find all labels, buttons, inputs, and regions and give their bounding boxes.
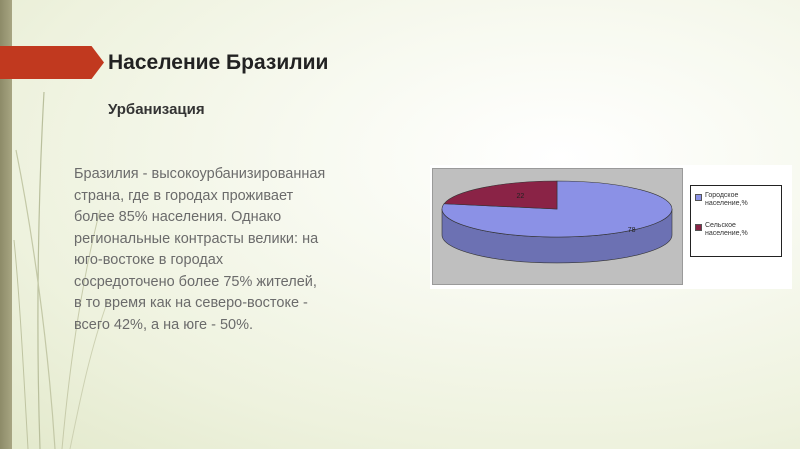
body-line: сосредоточено более 75% жителей, — [74, 273, 317, 290]
legend-label-rural: Сельское население,% — [705, 222, 748, 238]
body-line: региональные контрасты велики: на — [74, 230, 319, 247]
pie-chart: 78 22 — [441, 180, 673, 264]
body-line: в то время как на северо-востоке - — [74, 295, 308, 311]
pie-data-label: 22 — [516, 193, 524, 200]
legend-line: Сельское — [705, 222, 736, 229]
chart-legend: Городское население,% Сельское население… — [690, 185, 782, 257]
slide-title: Население Бразилии — [108, 51, 329, 74]
pie-data-label: 78 — [628, 227, 636, 234]
legend-item-urban: Городское население,% — [695, 192, 777, 208]
pie-slice — [443, 180, 558, 210]
body-line: юго-востоке в городах — [74, 252, 224, 268]
legend-line: население,% — [705, 230, 748, 237]
legend-swatch-urban — [695, 194, 702, 201]
chart-container: 78 22 Городское население,% Сельское насе… — [430, 165, 792, 289]
legend-line: население,% — [705, 200, 748, 207]
body-line: более 85% населения. Однако — [74, 209, 282, 225]
slide-subtitle: Урбанизация — [108, 101, 205, 118]
body-text: Бразилия - высокоурбанизированная страна… — [74, 164, 414, 336]
legend-item-rural: Сельское население,% — [695, 222, 777, 238]
legend-label-urban: Городское население,% — [705, 192, 748, 208]
body-line: Бразилия - высокоурбанизированная — [74, 166, 326, 182]
grass-decoration — [13, 91, 109, 449]
body-line: всего 42%, а на юге - 50%. — [74, 316, 254, 333]
legend-line: Городское — [705, 192, 739, 199]
title-accent-arrow — [0, 46, 104, 79]
left-decor-bar — [0, 0, 12, 449]
body-line: страна, где в городах проживает — [74, 187, 294, 204]
legend-swatch-rural — [695, 224, 702, 231]
chart-plot-area: 78 22 — [432, 168, 683, 285]
